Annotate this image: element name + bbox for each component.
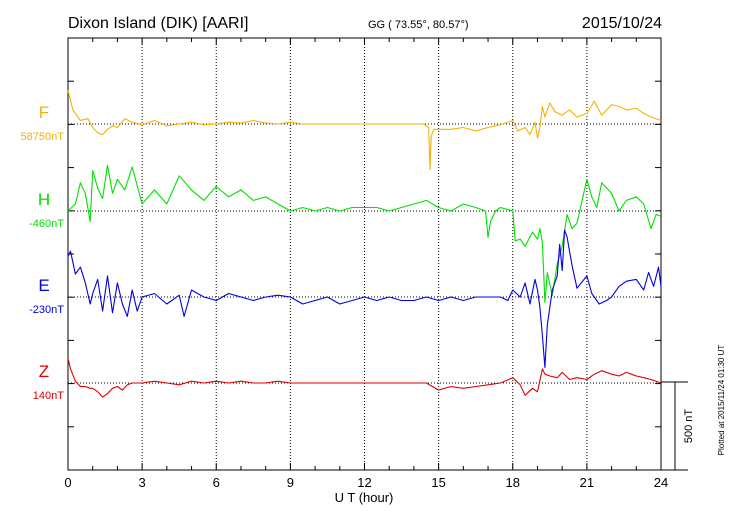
- scale-bar: 500 nT: [661, 381, 695, 471]
- x-tick-label: 0: [64, 475, 71, 490]
- series-labels: F 58750nT H -460nT E -230nT Z 140nT: [21, 103, 65, 402]
- series-line-h: [67, 164, 662, 304]
- x-tick-label: 6: [213, 475, 220, 490]
- record-date: 2015/10/24: [582, 15, 662, 32]
- series-name-h: H: [38, 190, 50, 209]
- series-layer: [67, 90, 662, 398]
- series-name-f: F: [39, 103, 49, 122]
- x-tick-label: 15: [431, 475, 445, 490]
- x-tick-label: 3: [139, 475, 146, 490]
- series-baseline-z: 140nT: [33, 390, 64, 402]
- series-name-e: E: [38, 276, 49, 295]
- scale-bar-label: 500 nT: [683, 409, 695, 444]
- y-ticks: [68, 80, 661, 428]
- series-name-z: Z: [39, 362, 49, 381]
- series-line-z: [67, 358, 662, 398]
- x-tick-label: 24: [654, 475, 668, 490]
- series-baseline-f: 58750nT: [21, 131, 65, 143]
- plotted-note: Plotted at 2015/11/24 01:30 UT: [717, 345, 726, 456]
- series-baseline-h: -460nT: [29, 218, 64, 230]
- grid: [68, 38, 661, 470]
- x-tick-label: 12: [357, 475, 371, 490]
- series-line-e: [67, 229, 662, 368]
- station-title: Dixon Island (DIK) [AARI]: [68, 15, 249, 32]
- x-axis-label: U T (hour): [335, 490, 394, 505]
- x-tick-label: 18: [506, 475, 520, 490]
- x-tick-label: 21: [580, 475, 594, 490]
- series-line-f: [67, 90, 662, 171]
- series-baseline-e: -230nT: [29, 304, 64, 316]
- x-axis: 0 3 6 9 12 15 18 21 24: [64, 38, 668, 490]
- station-coords: GG ( 73.55°, 80.57°): [368, 19, 469, 31]
- x-tick-label: 9: [287, 475, 294, 490]
